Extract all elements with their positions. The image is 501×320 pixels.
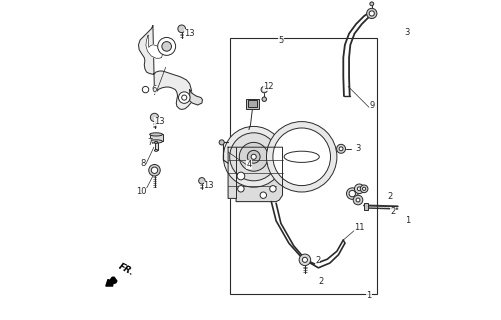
Bar [150,134,162,141]
Bar [229,38,377,294]
Polygon shape [138,26,192,109]
Circle shape [237,172,245,180]
Circle shape [251,154,256,159]
Circle shape [355,184,364,194]
Circle shape [237,186,244,192]
Bar [364,203,368,210]
Ellipse shape [154,149,158,151]
Text: 1: 1 [366,292,372,300]
Circle shape [158,37,176,55]
Circle shape [261,86,268,93]
Ellipse shape [150,140,162,143]
Polygon shape [146,35,162,58]
Circle shape [247,150,260,163]
Circle shape [267,122,337,192]
Text: 7: 7 [147,138,152,147]
Circle shape [162,42,171,51]
Circle shape [299,254,311,266]
Circle shape [229,133,278,181]
Text: 13: 13 [203,181,214,190]
Text: 2: 2 [315,256,320,265]
Text: 2: 2 [390,207,395,216]
Text: FR.: FR. [117,262,136,277]
Bar [246,99,259,109]
Bar [154,142,158,150]
Circle shape [353,195,363,205]
Circle shape [178,92,190,103]
Text: 8: 8 [141,159,146,168]
Text: 3: 3 [355,144,360,153]
Circle shape [349,190,356,197]
Circle shape [142,86,149,93]
Text: 10: 10 [136,188,147,196]
Circle shape [302,257,308,262]
Text: 13: 13 [184,29,195,38]
Circle shape [369,11,374,16]
Circle shape [239,142,268,171]
Text: 4: 4 [246,160,252,169]
Circle shape [151,167,158,173]
Text: 9: 9 [369,101,375,110]
Ellipse shape [154,141,158,143]
Circle shape [262,97,267,101]
Circle shape [370,2,374,6]
FancyArrow shape [106,277,117,286]
Circle shape [363,187,366,190]
Circle shape [260,192,267,198]
Circle shape [150,113,159,122]
Circle shape [219,140,224,145]
Circle shape [178,25,185,33]
Circle shape [356,198,360,202]
Polygon shape [228,147,283,202]
Circle shape [337,144,346,153]
Circle shape [367,8,377,19]
Polygon shape [190,90,202,105]
Circle shape [270,186,276,192]
Circle shape [357,187,361,191]
Text: 3: 3 [405,28,410,36]
Text: 13: 13 [154,117,165,126]
Text: 2: 2 [318,277,324,286]
Circle shape [273,128,331,186]
Circle shape [347,188,358,199]
Circle shape [223,126,284,187]
Text: 1: 1 [405,216,410,225]
Circle shape [360,185,368,193]
Circle shape [149,164,160,176]
Text: 11: 11 [354,223,365,232]
Text: 12: 12 [263,82,274,91]
Ellipse shape [150,133,162,136]
Text: 6: 6 [152,85,157,94]
Text: 2: 2 [387,192,392,201]
Circle shape [339,147,343,151]
Bar [248,100,257,107]
Circle shape [199,178,205,184]
Text: 5: 5 [278,36,284,44]
